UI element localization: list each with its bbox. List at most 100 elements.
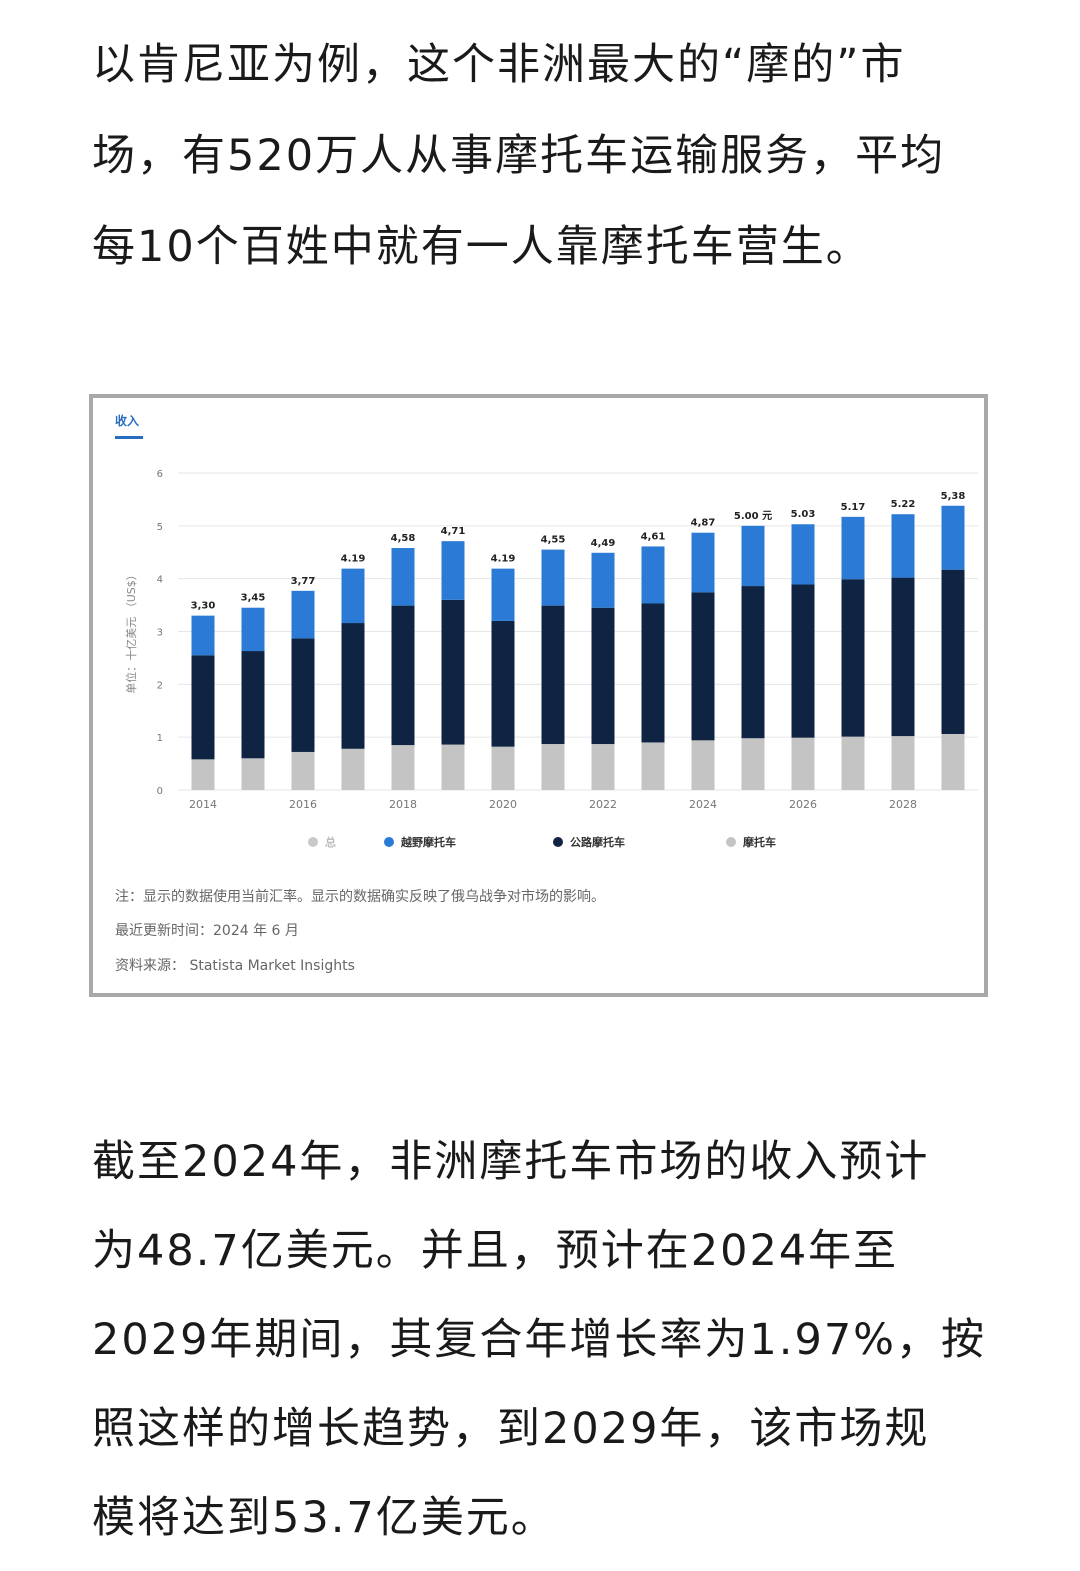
chart-source: 资料来源： Statista Market Insights <box>115 958 355 974</box>
bar-segment <box>591 552 615 608</box>
bar-segment <box>741 738 765 790</box>
bar-total-label: 4,87 <box>691 518 716 529</box>
y-tick-label: 3 <box>157 628 163 639</box>
paragraph-line: 为48.7亿美元。并且，预计在2024年至 <box>92 1226 899 1276</box>
paragraph-line: 场，有520万人从事摩托车运输服务，平均 <box>92 131 946 181</box>
bar-segment <box>891 577 915 737</box>
paragraph-line: 2029年期间，其复合年增长率为1.97%，按 <box>92 1315 987 1365</box>
legend-marker <box>726 837 736 847</box>
bar-total-label: 5.03 <box>791 509 816 520</box>
article-paragraph-1: 以肯尼亚为例，这个非洲最大的“摩的”市 场，有520万人从事摩托车运输服务，平均… <box>92 20 988 293</box>
y-tick-label: 2 <box>157 680 163 691</box>
bar-total-label: 4.19 <box>341 554 366 565</box>
bar-segment <box>941 505 965 570</box>
bar-total-label: 5.22 <box>891 499 916 510</box>
bar-total-label: 4.19 <box>491 554 516 565</box>
bar-segment <box>341 568 365 624</box>
bar-segment <box>391 745 415 790</box>
bar-segment <box>741 525 765 587</box>
bar-segment <box>491 568 515 621</box>
bar-segment <box>541 744 565 790</box>
legend-marker <box>553 837 563 847</box>
article-paragraph-2: 截至2024年，非洲摩托车市场的收入预计 为48.7亿美元。并且，预计在2024… <box>92 1118 988 1563</box>
legend-label: 越野摩托车 <box>400 835 456 849</box>
bar-total-label: 4,58 <box>391 533 416 544</box>
bar-segment <box>891 514 915 578</box>
bar-segment <box>641 546 665 604</box>
bar-segment <box>191 759 215 790</box>
x-tick-label: 2022 <box>589 798 617 811</box>
chart-figure: 收入 0 1 2 3 4 5 6 单位：十亿美元 （US$） 3,30 2014 3,45 3,77 2… <box>89 394 988 997</box>
bar-segment <box>191 655 215 760</box>
y-tick-label: 0 <box>157 786 163 797</box>
bar-segment <box>241 607 265 652</box>
paragraph-line: 照这样的增长趋势，到2029年，该市场规 <box>92 1404 930 1454</box>
bar-total-label: 5.17 <box>841 502 866 513</box>
bar-total-label: 3,45 <box>241 593 266 604</box>
bar-total-label: 3,30 <box>191 601 216 612</box>
bar-segment <box>291 751 315 790</box>
bar-segment <box>841 579 865 737</box>
legend-marker <box>384 837 394 847</box>
x-tick-label: 2018 <box>389 798 417 811</box>
bar-segment <box>441 744 465 790</box>
bar-segment <box>641 742 665 790</box>
bar-segment <box>691 592 715 741</box>
bar-total-label: 4,71 <box>441 526 466 537</box>
y-tick-label: 6 <box>157 469 163 480</box>
bar-segment <box>391 605 415 746</box>
bar-segment <box>391 548 415 606</box>
bar-segment <box>691 532 715 593</box>
bar-segment <box>841 516 865 580</box>
tab-underline <box>115 436 143 439</box>
bar-total-label: 4,49 <box>591 538 616 549</box>
bar-segment <box>491 620 515 747</box>
bar-total-label: 3,77 <box>291 576 316 587</box>
tab-revenue[interactable]: 收入 <box>115 414 140 428</box>
bar-segment <box>791 737 815 790</box>
bar-segment <box>891 736 915 790</box>
x-tick-label: 2024 <box>689 798 717 811</box>
bar-segment <box>841 736 865 790</box>
bar-total-label: 5.00 元 <box>734 510 772 522</box>
chart-note: 注：显示的数据使用当前汇率。显示的数据确实反映了俄乌战争对市场的影响。 <box>115 889 605 905</box>
x-tick-label: 2016 <box>289 798 317 811</box>
bar-segment <box>291 638 315 752</box>
bar-segment <box>241 651 265 759</box>
bar-segment <box>341 748 365 790</box>
bar-segment <box>791 524 815 585</box>
bar-segment <box>341 623 365 749</box>
bar-total-label: 4,55 <box>541 535 566 546</box>
y-tick-label: 4 <box>157 575 163 586</box>
x-tick-label: 2020 <box>489 798 517 811</box>
y-tick-label: 5 <box>157 522 163 533</box>
bar-total-label: 5,38 <box>941 491 966 502</box>
bar-total-label: 4,61 <box>641 531 666 542</box>
bar-segment <box>291 590 315 639</box>
bar-segment <box>441 541 465 600</box>
legend-marker <box>308 837 318 847</box>
bar-segment <box>741 586 765 739</box>
bar-segment <box>791 584 815 738</box>
bar-segment <box>241 758 265 790</box>
y-axis-label: 单位：十亿美元 （US$） <box>124 569 138 694</box>
bar-segment <box>441 599 465 745</box>
paragraph-line: 截至2024年，非洲摩托车市场的收入预计 <box>92 1137 930 1187</box>
bar-segment <box>941 569 965 734</box>
x-tick-label: 2026 <box>789 798 817 811</box>
bar-segment <box>591 744 615 790</box>
bar-segment <box>941 733 965 790</box>
paragraph-line: 模将达到53.7亿美元。 <box>92 1493 556 1543</box>
legend-label: 摩托车 <box>743 835 776 849</box>
bar-segment <box>641 603 665 743</box>
bar-segment <box>491 746 515 790</box>
stacked-bar-chart: 0 1 2 3 4 5 6 单位：十亿美元 （US$） 3,30 2014 3,45 3,77 2016… <box>124 469 978 849</box>
bar-segment <box>541 605 565 745</box>
x-tick-label: 2028 <box>889 798 917 811</box>
x-tick-label: 2014 <box>189 798 217 811</box>
y-tick-label: 1 <box>157 733 163 744</box>
legend-label: 公路摩托车 <box>570 835 625 849</box>
bar-segment <box>191 615 215 656</box>
chart-updated: 最近更新时间：2024 年 6 月 <box>115 923 299 939</box>
bar-segment <box>541 549 565 606</box>
